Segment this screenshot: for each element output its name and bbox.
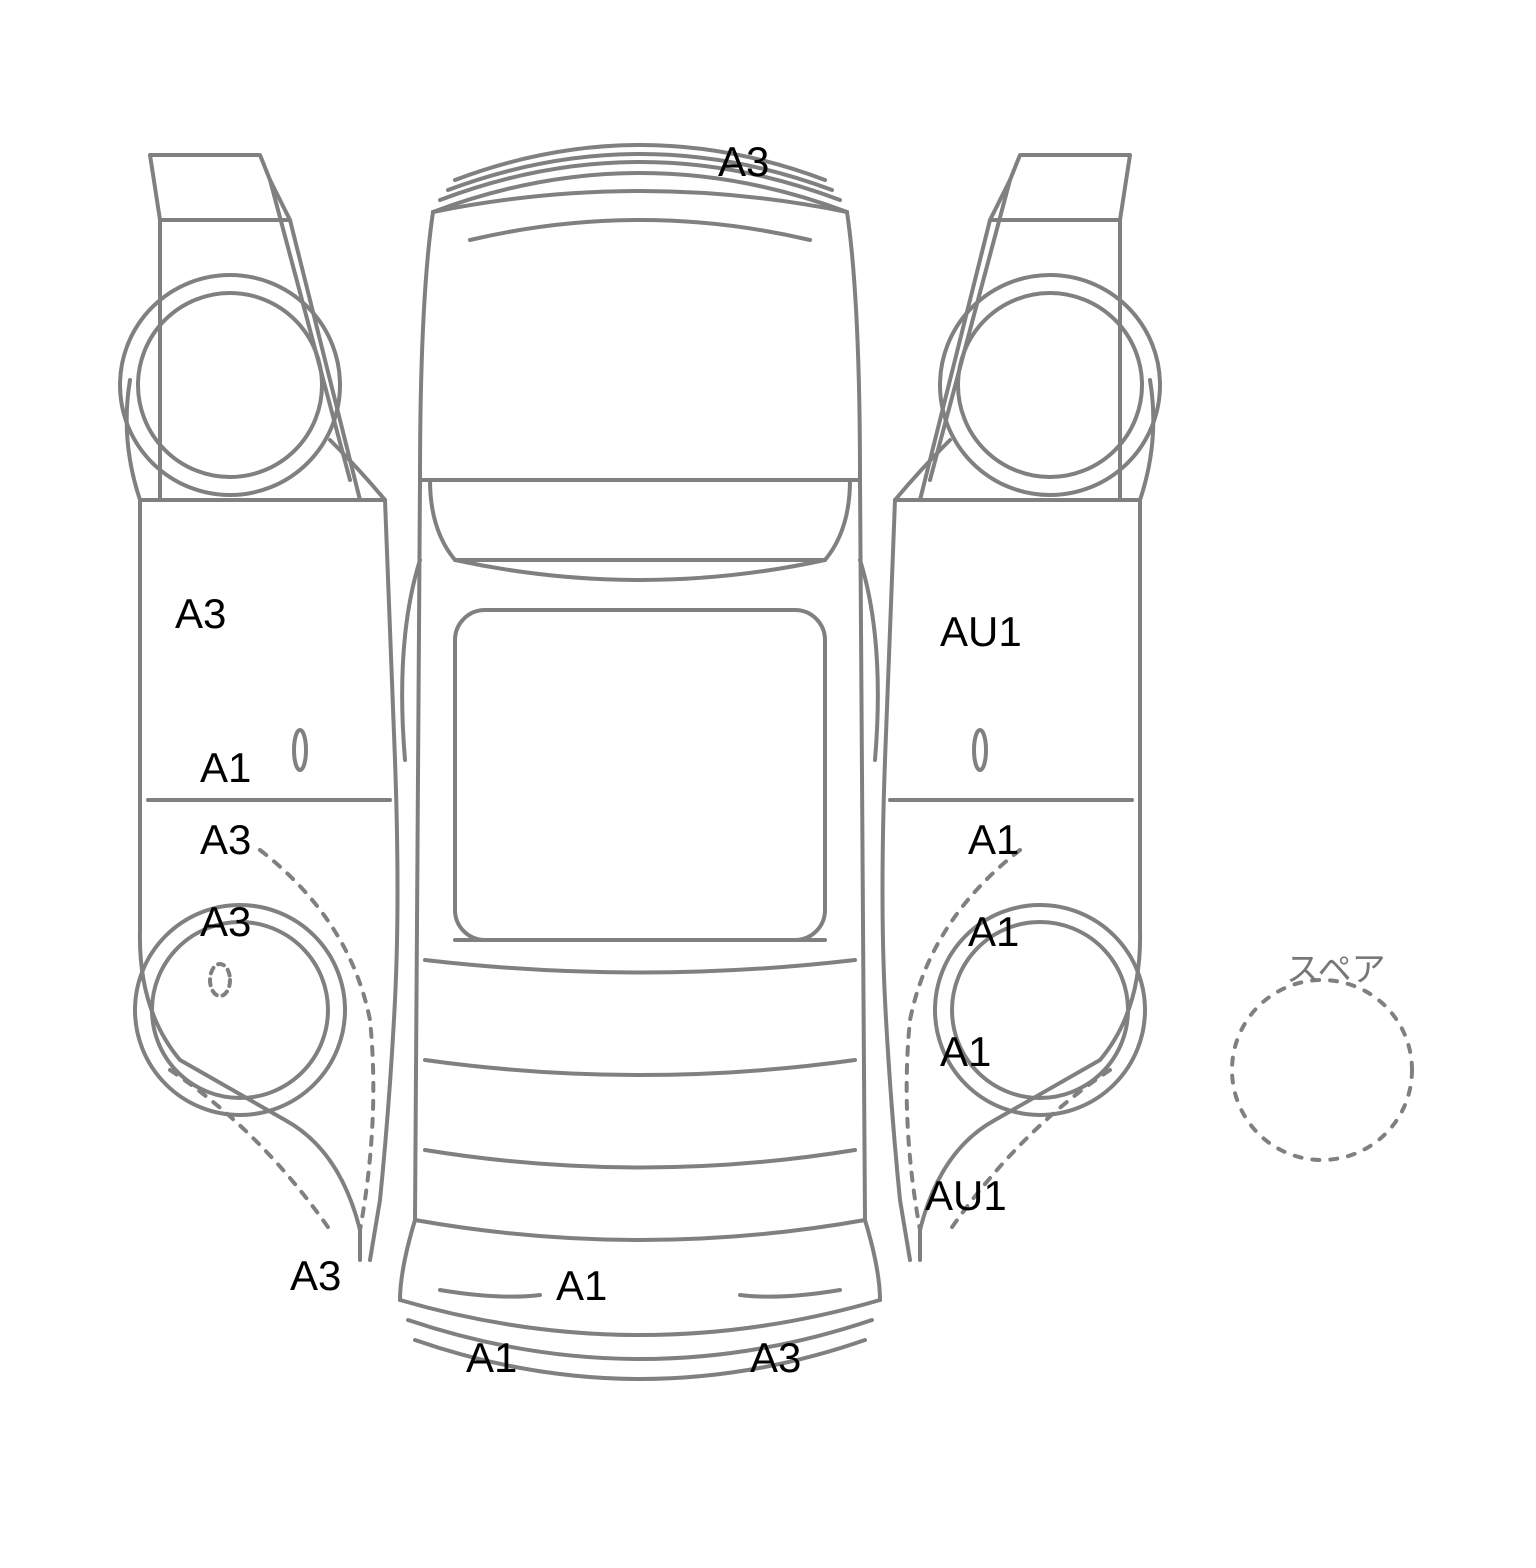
label-front-bumper-top: A3 bbox=[718, 138, 769, 186]
label-right-rear-fender: AU1 bbox=[925, 1172, 1007, 1220]
label-right-wheel-area: A1 bbox=[940, 1028, 991, 1076]
label-trunk: A1 bbox=[556, 1262, 607, 1310]
label-left-rear-fender: A3 bbox=[290, 1252, 341, 1300]
label-left-handle: A1 bbox=[200, 744, 251, 792]
label-right-rear-door-2: A1 bbox=[968, 908, 1019, 956]
label-rear-bumper-left: A1 bbox=[466, 1334, 517, 1382]
label-right-front-door: AU1 bbox=[940, 608, 1022, 656]
label-left-front-door: A3 bbox=[175, 590, 226, 638]
label-left-rear-door-2: A3 bbox=[200, 898, 251, 946]
vehicle-diagram: スペア A3 A3 A1 A3 A3 A3 AU1 A1 A1 A1 AU1 A… bbox=[0, 0, 1536, 1568]
label-right-rear-door-1: A1 bbox=[968, 816, 1019, 864]
label-rear-bumper-right: A3 bbox=[750, 1334, 801, 1382]
spare-tire-label: スペア bbox=[1286, 942, 1386, 991]
label-left-rear-door-1: A3 bbox=[200, 816, 251, 864]
